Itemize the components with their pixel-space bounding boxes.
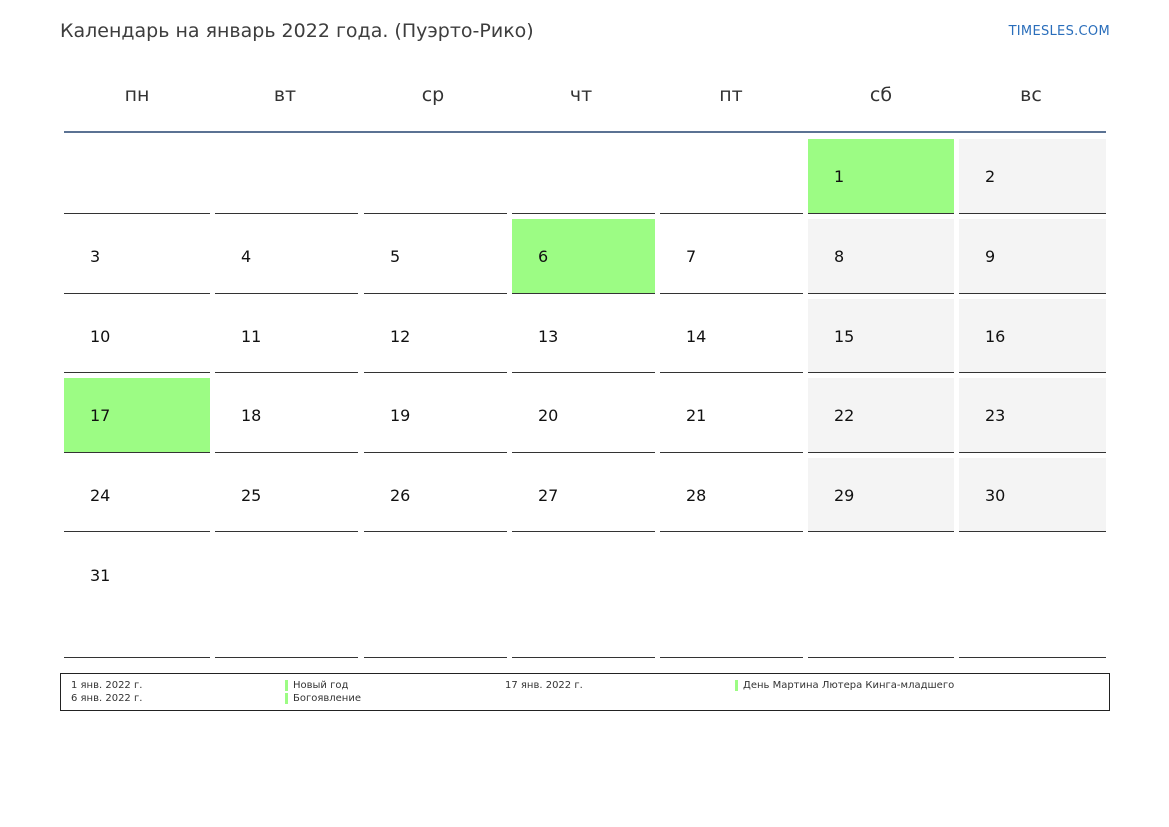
day-cell-28[interactable]: 28 <box>660 458 803 532</box>
day-cell-15[interactable]: 15 <box>808 299 954 373</box>
day-cell-2[interactable]: 2 <box>959 139 1106 214</box>
day-cell-1[interactable]: 1 <box>808 139 954 214</box>
page-title: Календарь на январь 2022 года. (Пуэрто-Р… <box>60 20 534 42</box>
day-cell-19[interactable]: 19 <box>364 378 507 453</box>
day-cell-13[interactable]: 13 <box>512 299 655 373</box>
day-cell-6[interactable]: 6 <box>512 219 655 294</box>
day-cell-25[interactable]: 25 <box>215 458 358 532</box>
day-number: 8 <box>834 247 845 266</box>
day-number: 6 <box>538 247 549 266</box>
weekday-tue: вт <box>273 84 297 106</box>
holiday-color-marker <box>285 680 288 691</box>
day-number: 9 <box>985 247 996 266</box>
empty-day-cell <box>512 139 655 214</box>
holiday-color-marker <box>735 680 738 691</box>
empty-day-cell <box>959 538 1106 658</box>
day-number: 15 <box>834 327 855 346</box>
day-number: 23 <box>985 406 1006 425</box>
empty-day-cell <box>660 538 803 658</box>
day-number: 14 <box>686 327 707 346</box>
day-number: 12 <box>390 327 411 346</box>
empty-day-cell <box>364 538 507 658</box>
day-number: 10 <box>90 327 111 346</box>
day-cell-10[interactable]: 10 <box>64 299 210 373</box>
day-number: 28 <box>686 486 707 505</box>
day-number: 25 <box>241 486 262 505</box>
day-number: 20 <box>538 406 559 425</box>
day-cell-12[interactable]: 12 <box>364 299 507 373</box>
weekday-thu: чт <box>569 84 593 106</box>
day-number: 5 <box>390 247 401 266</box>
day-cell-8[interactable]: 8 <box>808 219 954 294</box>
day-number: 13 <box>538 327 559 346</box>
legend-date: 1 янв. 2022 г. <box>71 680 143 691</box>
day-cell-21[interactable]: 21 <box>660 378 803 453</box>
holiday-legend: 1 янв. 2022 г. Новый год 6 янв. 2022 г. … <box>60 673 1110 711</box>
day-number: 17 <box>90 406 111 425</box>
day-number: 11 <box>241 327 262 346</box>
day-number: 2 <box>985 167 996 186</box>
empty-day-cell <box>364 139 507 214</box>
day-number: 16 <box>985 327 1006 346</box>
day-cell-9[interactable]: 9 <box>959 219 1106 294</box>
day-number: 1 <box>834 167 845 186</box>
legend-date: 6 янв. 2022 г. <box>71 693 143 704</box>
day-cell-11[interactable]: 11 <box>215 299 358 373</box>
day-cell-26[interactable]: 26 <box>364 458 507 532</box>
weekday-sat: сб <box>869 84 893 106</box>
day-number: 22 <box>834 406 855 425</box>
day-cell-29[interactable]: 29 <box>808 458 954 532</box>
day-cell-24[interactable]: 24 <box>64 458 210 532</box>
holiday-color-marker <box>285 693 288 704</box>
day-number: 31 <box>90 566 111 585</box>
day-number: 18 <box>241 406 262 425</box>
legend-holiday-name: Богоявление <box>293 693 361 704</box>
weekday-fri: пт <box>719 84 743 106</box>
day-cell-7[interactable]: 7 <box>660 219 803 294</box>
weekday-header-row: пн вт ср чт пт сб вс <box>64 84 1106 114</box>
day-number: 26 <box>390 486 411 505</box>
day-number: 7 <box>686 247 697 266</box>
day-cell-20[interactable]: 20 <box>512 378 655 453</box>
empty-day-cell <box>660 139 803 214</box>
weekday-sun: вс <box>1020 84 1042 106</box>
day-number: 19 <box>390 406 411 425</box>
empty-day-cell <box>215 139 358 214</box>
day-cell-17[interactable]: 17 <box>64 378 210 453</box>
day-cell-30[interactable]: 30 <box>959 458 1106 532</box>
day-number: 27 <box>538 486 559 505</box>
empty-day-cell <box>808 538 954 658</box>
empty-day-cell <box>215 538 358 658</box>
legend-holiday-name: День Мартина Лютера Кинга-младшего <box>743 680 955 691</box>
day-cell-18[interactable]: 18 <box>215 378 358 453</box>
day-number: 30 <box>985 486 1006 505</box>
day-number: 24 <box>90 486 111 505</box>
day-cell-22[interactable]: 22 <box>808 378 954 453</box>
day-number: 4 <box>241 247 252 266</box>
header-divider <box>64 131 1106 133</box>
brand-link[interactable]: TIMESLES.COM <box>1008 24 1110 39</box>
empty-day-cell <box>64 139 210 214</box>
day-cell-16[interactable]: 16 <box>959 299 1106 373</box>
day-cell-4[interactable]: 4 <box>215 219 358 294</box>
day-cell-23[interactable]: 23 <box>959 378 1106 453</box>
day-cell-27[interactable]: 27 <box>512 458 655 532</box>
day-number: 3 <box>90 247 101 266</box>
legend-date: 17 янв. 2022 г. <box>505 680 583 691</box>
day-number: 21 <box>686 406 707 425</box>
day-cell-31[interactable]: 31 <box>64 538 210 658</box>
empty-day-cell <box>512 538 655 658</box>
weekday-mon: пн <box>124 84 150 106</box>
weekday-wed: ср <box>421 84 445 106</box>
day-cell-5[interactable]: 5 <box>364 219 507 294</box>
day-cell-14[interactable]: 14 <box>660 299 803 373</box>
day-cell-3[interactable]: 3 <box>64 219 210 294</box>
legend-holiday-name: Новый год <box>293 680 349 691</box>
day-number: 29 <box>834 486 855 505</box>
